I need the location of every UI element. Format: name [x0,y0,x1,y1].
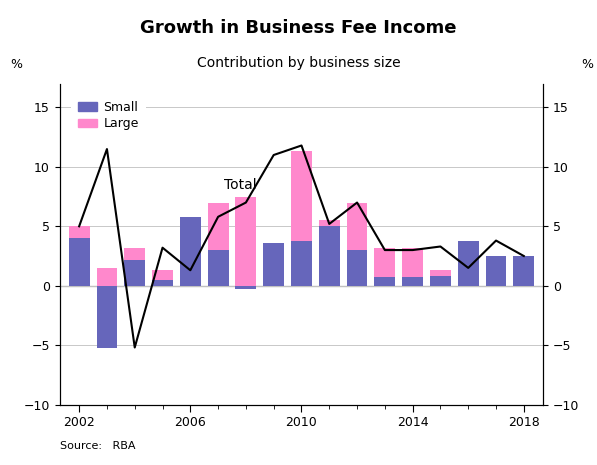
Bar [402,248,423,278]
Bar [180,217,201,286]
Bar [485,256,506,286]
Bar [208,250,229,286]
Bar [235,286,256,289]
Bar [347,250,368,286]
Bar [402,278,423,286]
Bar [430,270,451,286]
Bar [152,280,173,286]
Text: %: % [581,58,593,71]
Bar [124,248,145,259]
Bar [458,240,479,286]
Bar [152,270,173,280]
Bar [97,286,118,347]
Bar [235,197,256,286]
Text: Growth in Business Fee Income: Growth in Business Fee Income [140,19,457,37]
Text: Contribution by business size: Contribution by business size [196,56,401,70]
Bar [374,278,395,286]
Legend: Small, Large: Small, Large [71,93,146,138]
Bar [69,226,90,238]
Bar [513,256,534,286]
Bar [291,152,312,240]
Bar [208,203,229,250]
Bar [374,248,395,278]
Bar [347,203,368,250]
Bar [124,259,145,286]
Bar [319,226,340,286]
Bar [291,240,312,286]
Bar [263,243,284,286]
Bar [97,268,118,286]
Text: %: % [10,58,22,71]
Bar [69,238,90,286]
Bar [319,220,340,226]
Text: Total: Total [224,178,256,192]
Bar [430,270,451,276]
Text: Source:   RBA: Source: RBA [60,441,135,451]
